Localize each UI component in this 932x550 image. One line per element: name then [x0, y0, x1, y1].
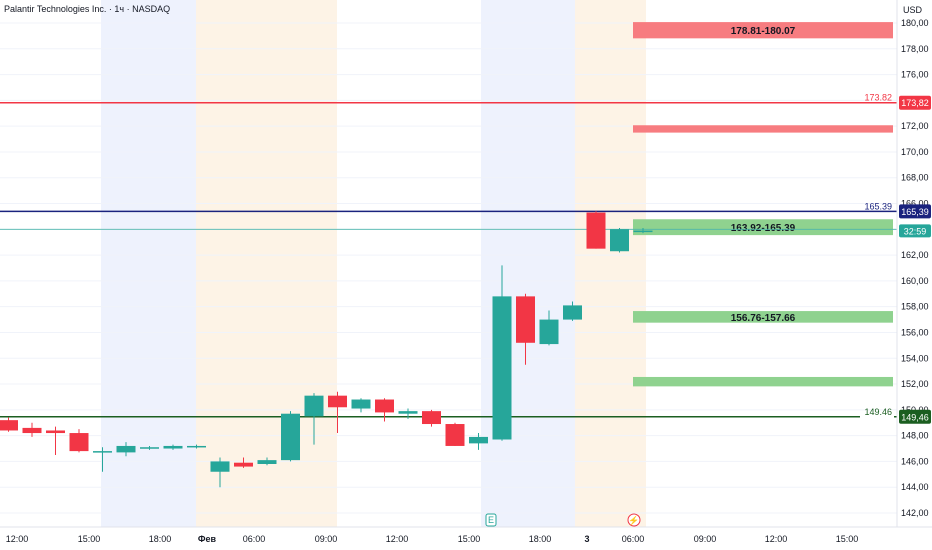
price-tick-label: 142,00: [901, 508, 929, 518]
resistance-173-tag: [899, 95, 931, 110]
price-tick-label: 156,00: [901, 327, 929, 337]
zone-178-label: 178.81-180.07: [731, 26, 796, 37]
price-tick-label: 178,00: [901, 44, 929, 54]
candle-body[interactable]: [422, 411, 441, 425]
time-tick-label: 12:00: [765, 534, 788, 544]
candle-body[interactable]: [187, 445, 206, 448]
current-price-tag: [899, 224, 931, 238]
session-band-premarket: [196, 0, 337, 527]
currency-label: USD: [903, 5, 923, 15]
time-tick-label: 15:00: [836, 534, 859, 544]
price-tick-label: 146,00: [901, 456, 929, 466]
candle-body[interactable]: [445, 424, 465, 446]
session-band-afterhours: [481, 0, 575, 527]
candle-body[interactable]: [586, 212, 606, 249]
candle-body[interactable]: [304, 395, 324, 417]
time-tick-label: 09:00: [694, 534, 717, 544]
candle-body[interactable]: [46, 430, 65, 434]
lightning-icon-glyph: ⚡: [628, 515, 639, 527]
candle-body[interactable]: [93, 451, 112, 453]
price-tick-label: 180,00: [901, 18, 929, 28]
support-149-tag: [899, 409, 931, 424]
candle-body[interactable]: [539, 319, 559, 345]
session-band-premarket: [575, 0, 646, 527]
candle-body[interactable]: [469, 436, 488, 444]
time-tick-label: 06:00: [622, 534, 645, 544]
candle-body[interactable]: [610, 229, 629, 252]
price-tick-label: 172,00: [901, 121, 929, 131]
price-tick-label: 162,00: [901, 250, 929, 260]
session-band-evening: [101, 0, 196, 527]
price-tick-label: 176,00: [901, 70, 929, 80]
support-149-value: 149.46: [864, 407, 892, 417]
time-tick-label: 15:00: [78, 534, 101, 544]
price-tick-label: 148,00: [901, 431, 929, 441]
price-tick-label: 154,00: [901, 353, 929, 363]
level-label-bg: [860, 410, 894, 423]
candle-body[interactable]: [492, 296, 512, 440]
candle-body[interactable]: [116, 445, 136, 453]
candle-body[interactable]: [375, 399, 394, 413]
resistance-173-tag-text: 173,82: [901, 98, 929, 108]
zone-172[interactable]: [633, 125, 893, 133]
zone-163-label: 163.92-165.39: [731, 223, 796, 234]
resistance-173-value: 173.82: [864, 93, 892, 103]
time-tick-label: 18:00: [529, 534, 552, 544]
candle-body[interactable]: [563, 305, 582, 320]
candle-body[interactable]: [69, 433, 89, 452]
current-price-countdown: 32:59: [904, 226, 927, 236]
price-tick-label: 158,00: [901, 302, 929, 312]
candle-body[interactable]: [516, 296, 535, 343]
price-tick-label: 168,00: [901, 173, 929, 183]
time-tick-label: 09:00: [315, 534, 338, 544]
candle-body[interactable]: [163, 445, 183, 449]
candle-body[interactable]: [328, 395, 347, 408]
price-tick-label: 144,00: [901, 482, 929, 492]
earnings-icon[interactable]: [485, 513, 497, 527]
candle-body[interactable]: [281, 413, 300, 461]
candle-body[interactable]: [22, 427, 42, 434]
price-tick-label: 160,00: [901, 276, 929, 286]
zone-163[interactable]: [633, 219, 893, 236]
candle-body[interactable]: [257, 460, 277, 464]
price-tick-label: 170,00: [901, 147, 929, 157]
candle-body[interactable]: [234, 462, 253, 467]
candle-body[interactable]: [210, 461, 230, 472]
candle-body[interactable]: [0, 420, 18, 431]
level-165-value: 165.39: [864, 201, 892, 211]
level-165-tag-text: 165,39: [901, 207, 929, 217]
price-tick-label: 152,00: [901, 379, 929, 389]
candle-body[interactable]: [140, 447, 159, 449]
price-axis[interactable]: [897, 0, 932, 527]
time-tick-label: 12:00: [386, 534, 409, 544]
candle-body[interactable]: [633, 230, 653, 233]
price-tick-label: 166,00: [901, 199, 929, 209]
time-tick-label: 18:00: [149, 534, 172, 544]
level-165-tag: [899, 204, 931, 219]
time-tick-label: 12:00: [6, 534, 29, 544]
time-tick-label: Фев: [198, 534, 217, 544]
earnings-icon-glyph: E: [488, 515, 494, 525]
zone-157[interactable]: [633, 311, 893, 323]
candle-body[interactable]: [398, 411, 418, 414]
time-tick-label: 15:00: [458, 534, 481, 544]
zone-152[interactable]: [633, 376, 893, 387]
candle-body[interactable]: [351, 399, 371, 409]
lightning-icon[interactable]: [627, 513, 641, 527]
support-149-tag-text: 149,46: [901, 412, 929, 422]
chart-title: Palantir Technologies Inc. · 1ч · NASDAQ: [4, 4, 171, 14]
zone-178[interactable]: [633, 22, 893, 39]
time-tick-label: 3: [584, 534, 589, 544]
time-axis[interactable]: [0, 527, 932, 550]
zone-157-label: 156.76-157.66: [731, 313, 796, 324]
time-tick-label: 06:00: [243, 534, 266, 544]
